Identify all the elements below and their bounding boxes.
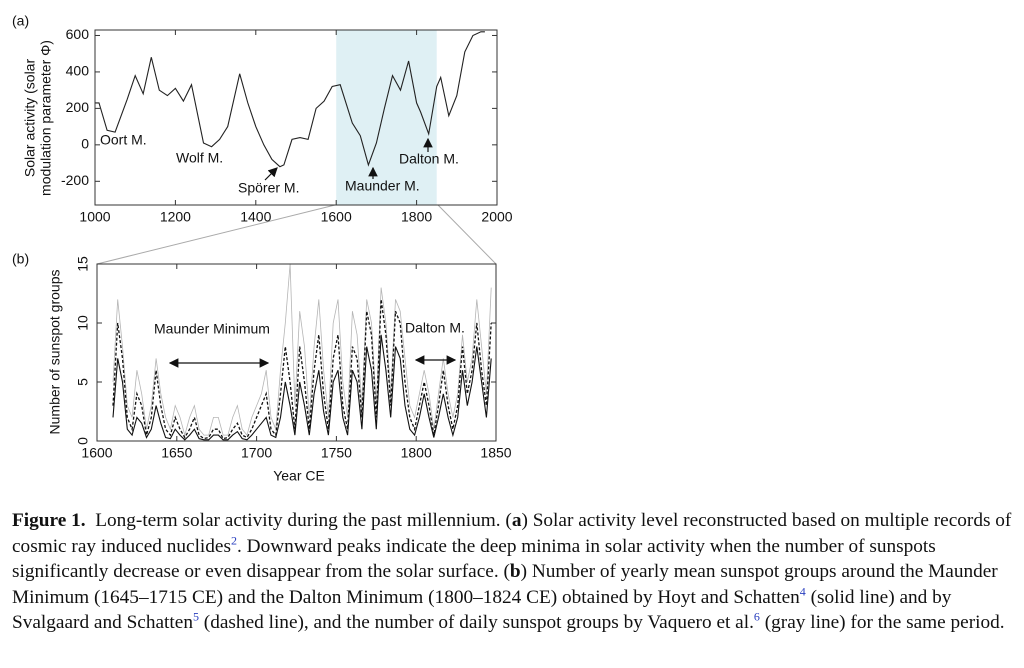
annotation: Oort M. [100,132,147,148]
x-tick-label: 1700 [241,445,272,461]
caption-text: ) Solar activity level reconstructed bas… [12,510,1012,557]
caption-text: (solid line) and by Svalgaard and Schatt… [12,586,952,634]
y-tick-label: 200 [66,99,90,115]
annotation: Wolf M. [176,150,223,166]
caption-text: Long-term solar activity during the past… [95,510,512,531]
panel-label: (a) [12,13,29,29]
annotation: Dalton M. [399,151,459,167]
y-axis-label: Number of sunspot groups [47,270,63,435]
caption-text: (dashed line), and the number of daily s… [198,612,754,634]
y-tick-label: 400 [66,63,90,79]
annotation-arrow [264,167,278,181]
reference: 4 [799,584,806,599]
shaded-span [336,30,437,205]
x-tick-label: 1850 [480,445,511,461]
caption-text: (gray line) for the same period. [759,612,1005,634]
y-tick-label: 10 [75,315,91,331]
zoom-line [437,204,497,265]
x-tick-label: 2000 [481,209,512,225]
data-line [112,299,492,440]
reference: 2 [231,533,237,548]
zoom-line [96,204,336,265]
x-tick-label: 1800 [401,445,432,461]
caption-text: ) Number of yearly mean sunspot groups a… [12,561,998,608]
annotation: Spörer M. [238,180,299,196]
y-tick-label: -200 [61,172,89,188]
x-tick-label: 1650 [161,445,192,461]
x-tick-label: 1200 [160,209,191,225]
x-tick-label: 1750 [321,445,352,461]
y-tick-label: 0 [81,136,89,152]
figure: (a) (b) Solar activity (solar modulation… [12,13,513,484]
x-axis-label: Year CE [273,468,325,484]
caption-label: Figure 1. [12,510,86,531]
y-tick-label: 600 [66,26,90,42]
caption-text: a [511,510,522,531]
y-tick-label: 15 [75,256,91,272]
data-line [112,263,492,437]
y-axis-label: Solar activity (solar [22,59,38,178]
reference: 6 [753,609,760,624]
caption-text: . Downward peaks indicate the deep minim… [12,535,936,583]
y-tick-label: 0 [75,437,91,445]
x-tick-label: 1600 [321,209,352,225]
y-axis-label: modulation parameter Φ) [38,40,54,196]
plot-frame [94,29,498,206]
data-line [112,334,492,441]
plot-frame [96,263,497,442]
x-tick-label: 1400 [240,209,271,225]
caption-text: b [509,561,521,583]
annotation: Maunder Minimum [154,321,270,337]
annotation: Dalton M. [405,320,465,336]
x-tick-label: 1600 [81,445,112,461]
x-tick-label: 1000 [79,209,110,225]
caption: Figure 1. Long-term solar activity durin… [12,508,1017,636]
data-line [95,31,485,168]
reference: 5 [192,609,199,624]
annotation: Maunder M. [345,178,420,194]
panel-label: (b) [12,251,29,267]
x-tick-label: 1800 [401,209,432,225]
y-tick-label: 5 [75,378,91,386]
